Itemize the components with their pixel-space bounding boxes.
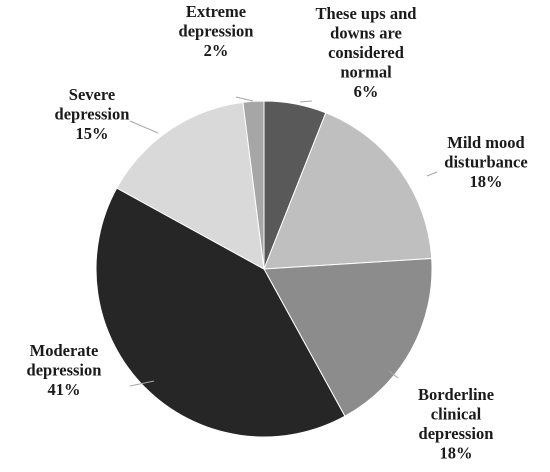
leader-lines (129, 96, 438, 387)
slice-name-line-5-1: depression (179, 22, 254, 41)
slice-label-3: Moderate depression 41% (27, 341, 102, 399)
slice-name-line-5-0: Extreme (186, 2, 246, 21)
slice-labels: These ups and downs are considered normal 6%… (27, 2, 528, 463)
slice-name-line-3-0: Moderate (30, 341, 99, 360)
leader-line-0 (299, 100, 313, 103)
slice-label-4: Severe depression 15% (55, 85, 130, 143)
slice-percent-5: 2% (204, 41, 229, 60)
slice-name-line-1-0: Mild mood (447, 133, 524, 152)
slice-label-5: Extreme depression 2% (179, 2, 254, 60)
slice-name-line-0-3: normal (340, 63, 392, 82)
pie-slice-5 (242, 100, 265, 270)
pie-slices (95, 100, 433, 438)
pie-slice-3 (95, 187, 346, 438)
slice-name-line-2-0: Borderline (418, 385, 494, 404)
slice-name-line-3-1: depression (27, 361, 102, 380)
slice-name-line-1-1: disturbance (444, 153, 527, 172)
leader-line-1 (426, 171, 438, 177)
leader-line-2 (388, 370, 399, 379)
slice-label-0: These ups and downs are considered normal 6% (316, 4, 417, 101)
leader-line-5 (235, 96, 254, 102)
slice-percent-0: 6% (354, 82, 379, 101)
slice-percent-4: 15% (76, 124, 109, 143)
slice-name-line-0-1: downs are (330, 24, 402, 43)
pie-slice-4 (116, 101, 265, 270)
slice-label-2: Borderline clinical depression 18% (418, 385, 494, 463)
slice-name-line-2-2: depression (419, 424, 494, 443)
slice-name-line-4-1: depression (55, 105, 130, 124)
slice-percent-1: 18% (470, 172, 503, 191)
slice-name-line-2-1: clinical (431, 405, 482, 424)
slice-percent-2: 18% (440, 444, 473, 463)
leader-line-3 (129, 380, 155, 387)
slice-name-line-0-0: These ups and (316, 4, 417, 23)
slice-name-line-0-2: considered (328, 43, 404, 62)
pie-slice-1 (263, 112, 433, 270)
pie-slice-2 (263, 257, 433, 417)
leader-line-4 (129, 120, 159, 134)
slice-label-1: Mild mood disturbance 18% (444, 133, 527, 191)
slice-percent-3: 41% (48, 380, 81, 399)
slice-name-line-4-0: Severe (69, 85, 115, 104)
